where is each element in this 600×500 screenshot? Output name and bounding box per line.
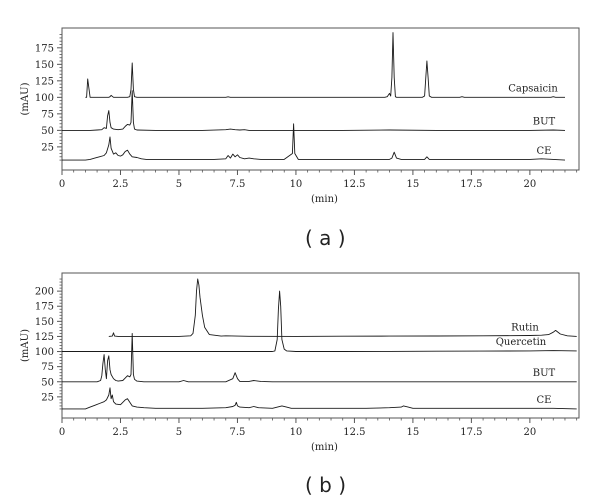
x-axis-label: (min) [311, 194, 338, 205]
y-tick-label: 25 [41, 142, 54, 153]
series-annotation-but: BUT [533, 116, 556, 127]
x-tick-label: 12.5 [343, 427, 365, 438]
y-tick-label: 75 [41, 362, 54, 373]
x-axis-label: (min) [311, 442, 338, 453]
series-annotation-but: BUT [533, 368, 556, 379]
y-axis-label: (mAU) [20, 82, 31, 115]
series-line-but [62, 90, 566, 131]
series-annotation-ce: CE [537, 395, 552, 406]
series-line-quercetin [62, 290, 577, 352]
y-tick-label: 175 [35, 302, 54, 313]
panel-b-caption: ( b ) [305, 473, 347, 497]
y-tick-label: 75 [41, 109, 54, 120]
x-tick-label: 0 [59, 179, 65, 190]
x-tick-label: 20 [524, 179, 537, 190]
x-tick-label: 15 [407, 179, 420, 190]
y-tick-label: 150 [35, 317, 54, 328]
x-tick-label: 17.5 [460, 179, 482, 190]
x-tick-label: 12.5 [343, 179, 365, 190]
x-tick-label: 20 [524, 427, 537, 438]
series-annotation-quercetin: Quercetin [496, 337, 547, 348]
series-annotation-ce: CE [537, 146, 552, 157]
x-tick-label: 7.5 [229, 427, 245, 438]
y-tick-label: 50 [41, 377, 54, 388]
series-line-capsaicin [85, 32, 565, 98]
x-tick-label: 10 [290, 179, 303, 190]
chart-panel-a: 0 2.5 5 7.5 10 12.5 15 17.5 20 25 50 75 100 125 150 175… [20, 27, 580, 205]
x-tick-label: 5 [176, 179, 182, 190]
x-tick-label: 17.5 [460, 427, 482, 438]
y-tick-label: 175 [35, 43, 54, 54]
series-line-but [62, 332, 577, 383]
y-tick-label: 150 [35, 60, 54, 71]
series-line-ce [62, 123, 566, 161]
plot-frame [61, 27, 580, 171]
y-tick-label: 125 [35, 76, 54, 87]
x-tick-label: 2.5 [113, 427, 129, 438]
series-annotation-rutin: Rutin [511, 322, 539, 333]
chart-panel-b: 0 2.5 5 7.5 10 12.5 15 17.5 20 25 50 75 100 125 150 175… [20, 272, 580, 453]
x-tick-label: 7.5 [229, 179, 245, 190]
x-tick-label: 15 [407, 427, 420, 438]
y-tick-label: 100 [35, 347, 54, 358]
x-tick-label: 0 [59, 427, 65, 438]
series-annotation-capsaicin: Capsaicin [508, 83, 558, 94]
series-line-rutin [108, 278, 577, 337]
y-tick-label: 200 [35, 287, 54, 298]
x-tick-label: 10 [290, 427, 303, 438]
y-tick-label: 25 [41, 392, 54, 403]
y-tick-label: 50 [41, 126, 54, 137]
y-tick-label: 100 [35, 93, 54, 104]
panel-a-caption: ( a ) [305, 226, 346, 250]
x-tick-label: 2.5 [113, 179, 129, 190]
x-tick-label: 5 [176, 427, 182, 438]
y-axis-label: (mAU) [20, 329, 31, 362]
y-tick-label: 125 [35, 332, 54, 343]
series-line-ce [62, 387, 577, 410]
